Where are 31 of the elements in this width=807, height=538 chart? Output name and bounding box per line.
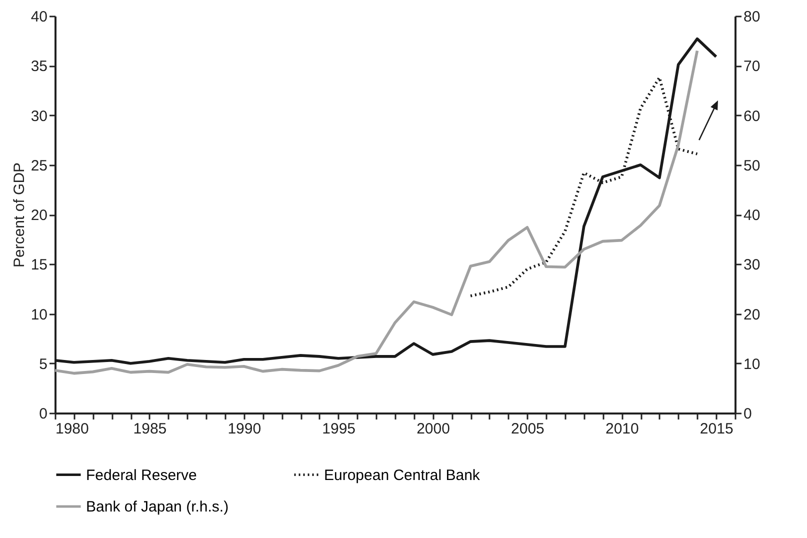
y2-tick-label: 0 <box>744 406 752 422</box>
y2-tick-label: 20 <box>744 306 760 324</box>
y2-tick-label: 60 <box>744 108 760 125</box>
x-tick-label: 2015 <box>700 420 734 438</box>
y2-tick-label: 10 <box>744 356 760 373</box>
x-tick-label: 1995 <box>322 420 356 438</box>
legend-label: Bank of Japan (r.h.s.) <box>86 498 229 516</box>
y2-tick-label: 80 <box>744 8 760 26</box>
x-tick-label: 2000 <box>416 420 450 438</box>
y2-tick-label: 40 <box>744 207 760 224</box>
legend-label: Federal Reserve <box>86 466 197 484</box>
y-tick-label: 15 <box>30 256 48 274</box>
line-series <box>469 76 699 298</box>
y-tick-label: 5 <box>39 356 48 373</box>
y2-tick-label: 30 <box>744 256 760 274</box>
y-tick-label: 35 <box>30 58 48 76</box>
x-tick-label: 2005 <box>511 420 544 438</box>
x-tick-label: 1990 <box>228 420 262 438</box>
y2-tick-label: 70 <box>744 58 760 76</box>
y-tick-label: 10 <box>30 306 48 324</box>
y-tick-label: 20 <box>30 207 48 224</box>
x-tick-label: 1985 <box>133 420 167 438</box>
legend-label: European Central Bank <box>324 466 480 484</box>
y-tick-label: 30 <box>30 108 48 125</box>
y-tick-label: 25 <box>30 157 48 174</box>
y-tick-label: 0 <box>39 406 48 422</box>
x-tick-label: 2010 <box>605 420 639 438</box>
y-axis-title: Percent of GDP <box>10 162 28 268</box>
x-tick-label: 1980 <box>56 420 89 438</box>
y-tick-label: 40 <box>30 8 48 26</box>
y2-tick-label: 50 <box>744 157 760 174</box>
